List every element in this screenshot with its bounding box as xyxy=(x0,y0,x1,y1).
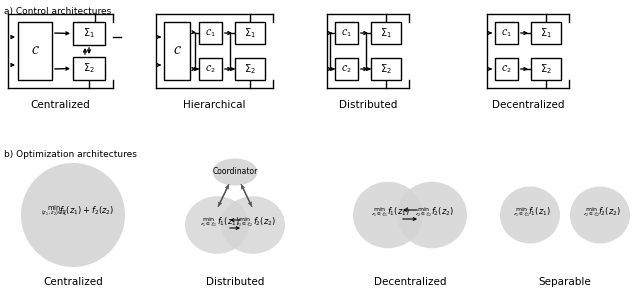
Text: $f_2(z_2)$: $f_2(z_2)$ xyxy=(253,216,276,228)
Text: Decentralized: Decentralized xyxy=(492,100,564,110)
Text: $\Sigma_2$: $\Sigma_2$ xyxy=(380,62,392,76)
Text: a) Control architectures: a) Control architectures xyxy=(4,7,111,16)
Text: $\min_{z_1\in\mathcal{Z}_1}$: $\min_{z_1\in\mathcal{Z}_1}$ xyxy=(200,215,218,229)
Text: $\min_{z_1\in\mathcal{Z}_1}$: $\min_{z_1\in\mathcal{Z}_1}$ xyxy=(371,205,388,218)
Text: Distributed: Distributed xyxy=(339,100,397,110)
Ellipse shape xyxy=(185,196,249,254)
Bar xyxy=(73,22,105,45)
Text: $f_1(z_1)$: $f_1(z_1)$ xyxy=(387,206,410,218)
Ellipse shape xyxy=(570,186,630,244)
Text: $\Sigma_2$: $\Sigma_2$ xyxy=(540,62,552,76)
Bar xyxy=(531,58,561,80)
Bar xyxy=(199,58,222,80)
Text: Coordinator: Coordinator xyxy=(212,168,258,177)
Text: Separable: Separable xyxy=(539,277,591,287)
Text: $\min_{z_2\in\mathcal{Z}_2}$: $\min_{z_2\in\mathcal{Z}_2}$ xyxy=(583,205,601,218)
Bar xyxy=(73,57,105,80)
Text: $\mathcal{C}$: $\mathcal{C}$ xyxy=(173,45,181,58)
Text: $\Sigma_1$: $\Sigma_1$ xyxy=(83,27,95,40)
Bar xyxy=(495,22,518,44)
Text: $\mathcal{C}$: $\mathcal{C}$ xyxy=(31,45,40,58)
Bar xyxy=(335,58,358,80)
Text: $f_1(z_1) + f_2(z_2)$: $f_1(z_1) + f_2(z_2)$ xyxy=(60,205,115,217)
Bar xyxy=(235,22,265,44)
Text: Centralized: Centralized xyxy=(31,100,90,110)
Bar xyxy=(235,58,265,80)
Text: $\mathcal{C}_2$: $\mathcal{C}_2$ xyxy=(205,63,216,75)
Bar xyxy=(371,22,401,44)
Text: $f_2(z_2)$: $f_2(z_2)$ xyxy=(598,206,621,218)
Bar xyxy=(495,58,518,80)
Text: $\Sigma_2$: $\Sigma_2$ xyxy=(83,62,95,75)
Bar xyxy=(371,58,401,80)
Text: $\min_{z_1\in\mathcal{Z}_1}$: $\min_{z_1\in\mathcal{Z}_1}$ xyxy=(513,205,531,218)
Bar xyxy=(199,22,222,44)
Text: Decentralized: Decentralized xyxy=(374,277,446,287)
Ellipse shape xyxy=(221,196,285,254)
Text: $\mathcal{C}_1$: $\mathcal{C}_1$ xyxy=(341,27,352,39)
Bar xyxy=(18,22,52,80)
Bar xyxy=(335,22,358,44)
Text: $\mathcal{C}_2$: $\mathcal{C}_2$ xyxy=(501,63,512,75)
Ellipse shape xyxy=(397,182,467,248)
Text: $f_2(z_2)$: $f_2(z_2)$ xyxy=(431,206,454,218)
Text: Distributed: Distributed xyxy=(206,277,264,287)
Text: $f_1(z_1)$: $f_1(z_1)$ xyxy=(218,216,241,228)
Ellipse shape xyxy=(500,186,560,244)
Text: $\min_{(z_1,z_2)\in\mathcal{Z}}$: $\min_{(z_1,z_2)\in\mathcal{Z}}$ xyxy=(42,204,68,218)
Bar xyxy=(164,22,190,80)
Text: $\Sigma_1$: $\Sigma_1$ xyxy=(380,26,392,40)
Bar xyxy=(531,22,561,44)
Text: $\mathcal{C}_1$: $\mathcal{C}_1$ xyxy=(501,27,512,39)
Text: $\Sigma_1$: $\Sigma_1$ xyxy=(244,26,256,40)
Text: b) Optimization architectures: b) Optimization architectures xyxy=(4,150,137,159)
Text: $\mathcal{C}_1$: $\mathcal{C}_1$ xyxy=(205,27,216,39)
Text: $\min_{z_2\in\mathcal{Z}_2}$: $\min_{z_2\in\mathcal{Z}_2}$ xyxy=(236,215,254,229)
Text: $\mathcal{C}_2$: $\mathcal{C}_2$ xyxy=(341,63,352,75)
Text: Centralized: Centralized xyxy=(43,277,103,287)
Text: $\Sigma_2$: $\Sigma_2$ xyxy=(244,62,256,76)
Text: Hierarchical: Hierarchical xyxy=(183,100,246,110)
Text: $\min_{z_2\in\mathcal{Z}_2}$: $\min_{z_2\in\mathcal{Z}_2}$ xyxy=(415,205,433,218)
Text: $\Sigma_1$: $\Sigma_1$ xyxy=(540,26,552,40)
Ellipse shape xyxy=(21,163,125,267)
Ellipse shape xyxy=(353,182,423,248)
Text: $f_1(z_1)$: $f_1(z_1)$ xyxy=(529,206,552,218)
Ellipse shape xyxy=(212,158,257,186)
